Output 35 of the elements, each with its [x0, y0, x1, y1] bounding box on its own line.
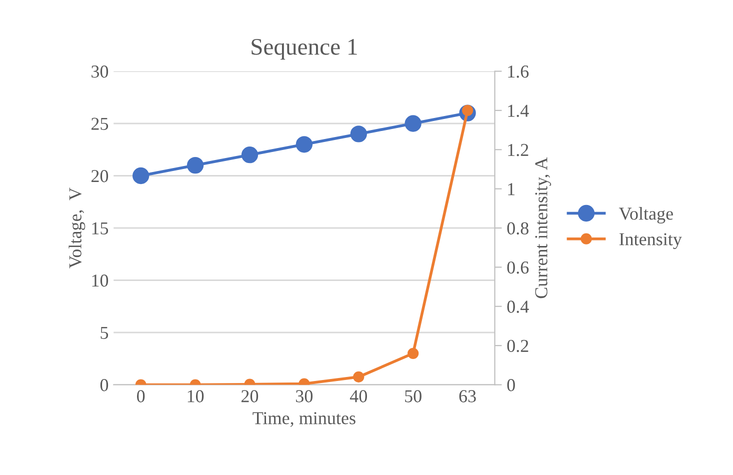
y2-tick-label: 1 — [508, 183, 515, 196]
y2-axis-title: Current intensity, A — [535, 157, 552, 298]
legend-label: Voltage — [618, 207, 673, 224]
x-tick-label: 20 — [242, 390, 258, 402]
y2-tick-label: 1.2 — [508, 144, 528, 156]
x-tick-label: 30 — [296, 390, 313, 402]
y2-tick-label: 0 — [507, 379, 515, 392]
x-tick-label: 0 — [137, 390, 145, 402]
y-tick-label: 30 — [92, 66, 108, 78]
y2-tick-label: 1.4 — [508, 104, 529, 117]
x-tick-label: 50 — [405, 390, 422, 402]
point — [404, 115, 422, 132]
y-tick-label: 5 — [100, 326, 108, 339]
point — [241, 146, 258, 164]
y2-tick-label: 0.8 — [507, 222, 528, 235]
y-tick-label: 20 — [91, 170, 108, 182]
y-tick-label: 25 — [91, 118, 108, 130]
y2-tick-label: 0.4 — [507, 300, 529, 313]
x-tick-label: 63 — [459, 390, 476, 402]
y2-tick-label: 0.6 — [507, 261, 529, 274]
y-tick-label: 0 — [100, 379, 108, 392]
y-axis-title: Voltage, V — [68, 188, 86, 268]
x-axis-title: Time, minutes — [252, 412, 356, 427]
point — [132, 167, 150, 184]
y2-tick-label: 1.6 — [508, 66, 529, 78]
x-tick-label: 40 — [350, 390, 367, 402]
chart-title: Sequence 1 — [252, 38, 357, 60]
y2-tick-label: 0.2 — [507, 340, 528, 352]
point — [186, 156, 204, 174]
point — [296, 136, 313, 153]
point — [350, 126, 367, 142]
y-tick-label: 15 — [92, 222, 108, 234]
y-tick-label: 10 — [92, 274, 108, 287]
legend-label: Intensity — [619, 233, 682, 250]
x-tick-label: 10 — [188, 390, 204, 402]
